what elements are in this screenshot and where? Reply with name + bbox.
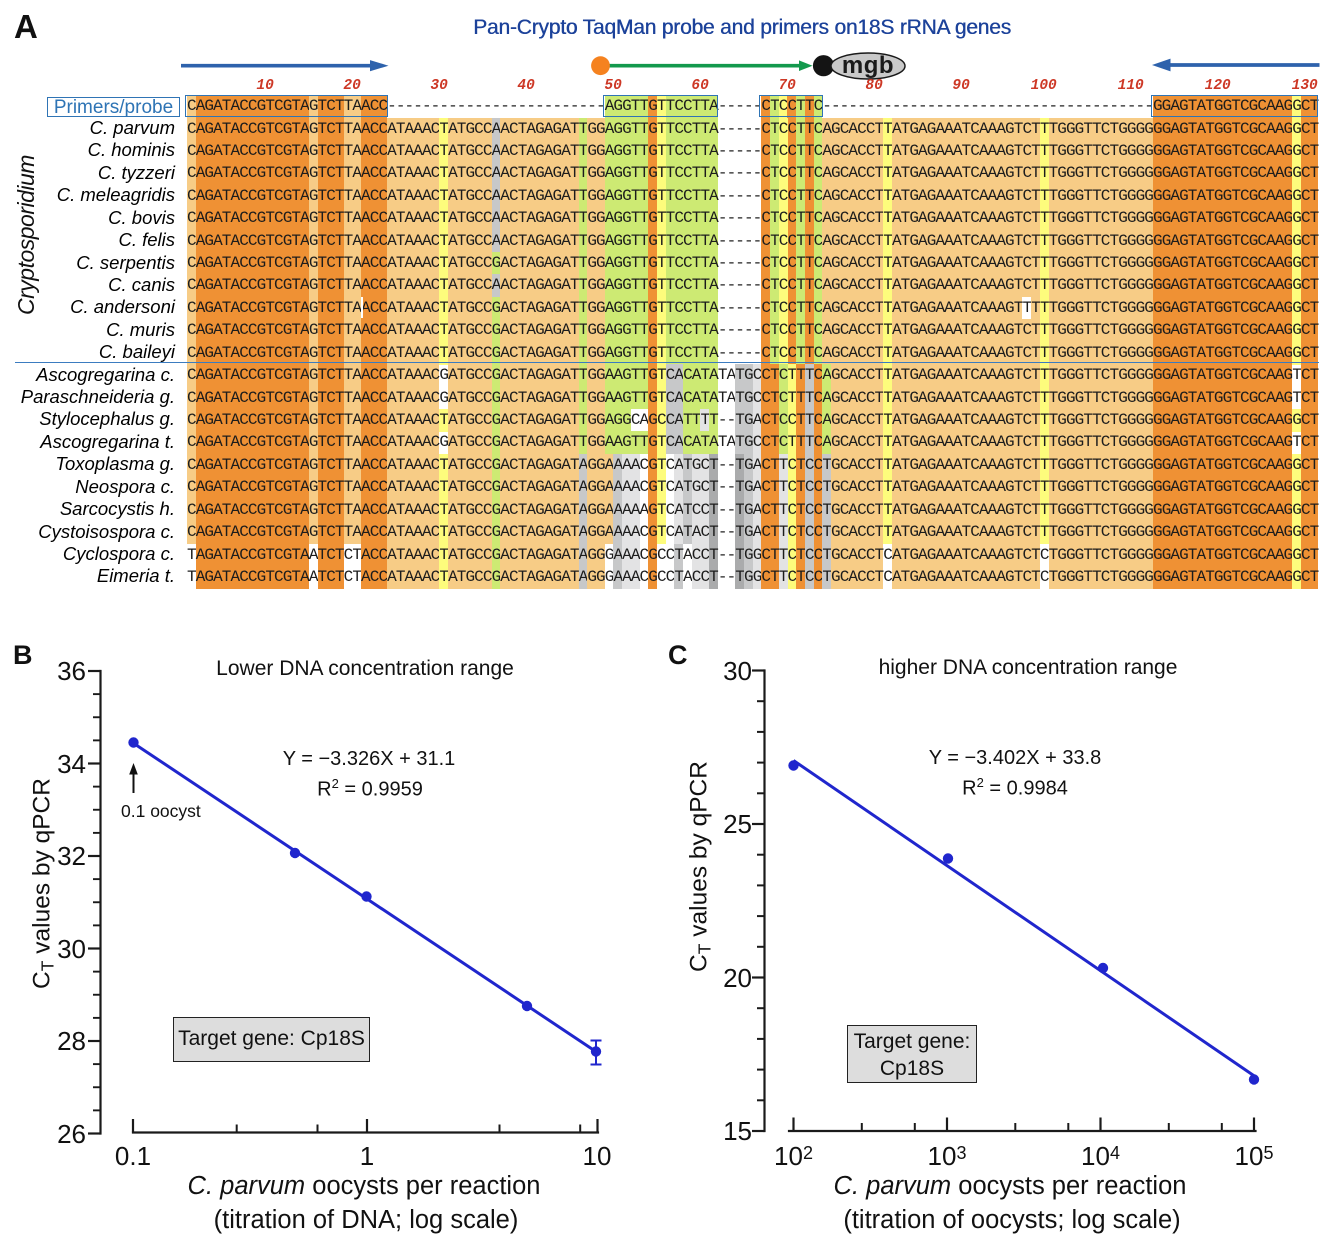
- svg-text:mgb: mgb: [842, 52, 894, 79]
